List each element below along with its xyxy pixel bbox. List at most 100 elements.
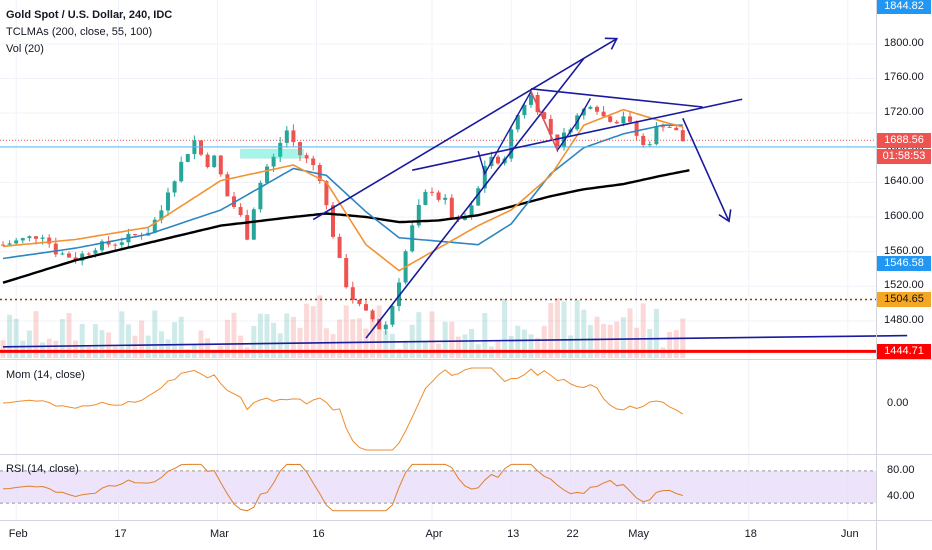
volume-bar [79, 323, 85, 358]
volume-bar [284, 313, 290, 358]
candle-body [324, 181, 329, 206]
candle-body [172, 181, 177, 193]
volume-bar [535, 337, 541, 358]
volume-bar [528, 334, 534, 358]
candle-body [621, 116, 626, 124]
volume-bar [574, 300, 580, 358]
volume-bar [634, 327, 640, 358]
candle-body [370, 310, 375, 320]
candle-body [482, 166, 487, 189]
candle-body [133, 234, 137, 236]
volume-bar [376, 305, 382, 358]
arrow-head [718, 209, 732, 223]
candle-body [152, 219, 157, 233]
volume-bar [607, 324, 613, 358]
time-axis-tick: Apr [425, 528, 443, 540]
trendline [412, 98, 743, 171]
volume-bar [231, 312, 237, 358]
candle-body [542, 112, 547, 119]
candle-body [298, 142, 302, 156]
candle-body [311, 158, 316, 165]
candle-body [20, 238, 25, 241]
volume-bar [620, 317, 626, 358]
price-axis-tick: 1560.00 [884, 244, 924, 257]
candle-body [469, 205, 474, 217]
volume-indicator-label[interactable]: Vol (20) [6, 43, 44, 55]
candle-body [654, 126, 659, 145]
volume-bar [185, 349, 191, 358]
price-axis-tick: 1760.00 [884, 71, 924, 84]
candle-body [614, 121, 619, 124]
volume-bar [205, 338, 211, 358]
volume-bar [211, 349, 217, 358]
candle-body [674, 127, 679, 131]
volume-bar [125, 324, 131, 358]
rsi-line [2, 463, 683, 512]
candle-body [199, 140, 203, 155]
candle-body [218, 155, 223, 175]
candle-body [93, 250, 98, 254]
ma-indicator-label[interactable]: TCLMAs (200, close, 55, 100) [6, 26, 153, 38]
volume-bar [640, 303, 646, 358]
volume-bar [647, 329, 653, 358]
volume-bar [429, 311, 435, 358]
candle-body [53, 243, 58, 255]
rsi-indicator-label[interactable]: RSI (14, close) [6, 463, 79, 475]
volume-bar [653, 308, 659, 358]
time-axis-tick: 22 [566, 528, 579, 540]
rsi-axis-tick: 80.00 [887, 463, 915, 476]
candle-body [166, 192, 170, 211]
candle-body [47, 237, 52, 244]
volume-bar [383, 330, 389, 358]
candle-body [548, 118, 553, 135]
candle-body [357, 300, 362, 305]
bar-countdown-tag: 01:58:53 [877, 149, 931, 165]
trendline [530, 88, 703, 108]
volume-bar [330, 334, 336, 358]
time-axis-tick: 17 [114, 528, 127, 540]
candle-body [423, 191, 428, 205]
volume-bar [119, 311, 125, 358]
volume-bar [416, 312, 422, 358]
volume-bar [178, 316, 184, 358]
volume-bar [554, 298, 560, 358]
hline-price-tag-dotted: 1504.65 [877, 292, 931, 308]
volume-bar [673, 330, 679, 358]
volume-bar [290, 316, 296, 358]
volume-bar [495, 340, 501, 358]
candle-body [245, 215, 250, 240]
time-axis-tick: 13 [507, 528, 520, 540]
volume-bar [627, 308, 633, 358]
volume-bar [20, 340, 26, 358]
symbol-title[interactable]: Gold Spot / U.S. Dollar, 240, IDC [6, 9, 173, 21]
trendline [682, 117, 730, 222]
candle-body [271, 156, 276, 167]
volume-bar [7, 314, 13, 358]
volume-bar [53, 340, 59, 358]
candle-body [119, 242, 124, 245]
candle-body [304, 155, 309, 159]
candle-body [535, 95, 540, 113]
volume-bar [73, 340, 79, 358]
volume-bar [139, 320, 145, 358]
volume-bar [422, 341, 428, 358]
grid-layer [0, 0, 876, 520]
time-axis-tick: May [628, 528, 649, 540]
candle-body [317, 164, 322, 182]
rsi-axis-tick: 40.00 [887, 489, 915, 502]
mom-layer [2, 367, 684, 451]
volume-bar [548, 303, 554, 358]
volume-layer [0, 295, 686, 358]
volume-bar [152, 310, 158, 358]
time-axis-tick: Jun [840, 528, 859, 540]
candle-body [1, 244, 5, 246]
ma-200-line [2, 169, 690, 284]
candle-body [667, 126, 672, 128]
momentum-indicator-label[interactable]: Mom (14, close) [6, 369, 85, 381]
volume-bar [172, 322, 178, 358]
candle-body [67, 253, 71, 258]
price-axis-tick: 1800.00 [884, 36, 924, 49]
candle-body [661, 126, 665, 128]
volume-bar [455, 336, 461, 358]
volume-bar [594, 316, 600, 358]
